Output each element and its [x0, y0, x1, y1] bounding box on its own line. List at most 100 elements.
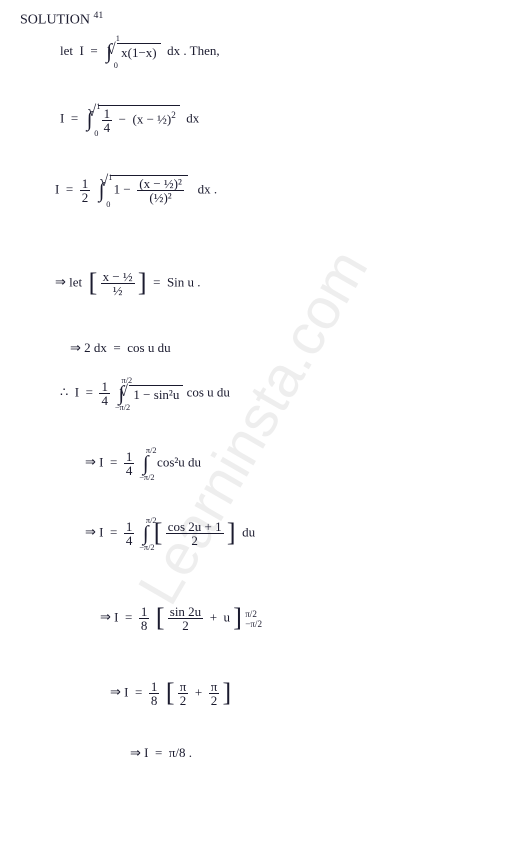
eq: = [135, 684, 142, 699]
dx: dx . [198, 181, 218, 196]
bracket-right-icon: ] [227, 523, 236, 544]
page: Learninsta.com SOLUTION 41 let I = ∫ 1 0… [0, 0, 506, 854]
implies-icon [85, 524, 99, 539]
bracket-left-icon: [ [156, 608, 165, 629]
step-3: I = 1 2 ∫ 1 0 1 − (x − ½)² (½)² dx . [55, 175, 217, 206]
den: 4 [102, 121, 113, 134]
implies-icon [110, 684, 124, 699]
rhs: Sin u . [167, 274, 201, 289]
integral-icon: ∫ π/2 −π/2 [143, 452, 149, 476]
bracket-left-icon: [ [166, 683, 175, 704]
one-minus: 1 − [114, 181, 131, 196]
int-lower: −π/2 [115, 403, 130, 412]
lhs: 2 dx [84, 340, 107, 355]
step-7: I = 1 4 ∫ π/2 −π/2 cos²u du [85, 450, 201, 477]
den: 8 [149, 694, 160, 707]
num: π [209, 680, 220, 694]
integral-icon: ∫ π/2 −π/2 [143, 522, 149, 546]
num: (x − ½)² [137, 177, 184, 191]
int-lower: −π/2 [139, 543, 154, 552]
bracket-right-icon: ] [223, 683, 232, 704]
implies-icon [85, 454, 99, 469]
int-lower: −π/2 [139, 473, 154, 482]
rhs: cos u du [127, 340, 170, 355]
eq: = [110, 524, 117, 539]
eq: = [90, 43, 97, 58]
step-1: let I = ∫ 1 0 x(1−x) dx . Then, [60, 40, 220, 64]
bracket-frac: cos 2u + 1 2 [166, 520, 224, 547]
den: 4 [99, 394, 110, 407]
header-number: 41 [94, 10, 104, 21]
num: 1 [139, 605, 150, 619]
lhs: I [114, 609, 118, 624]
num: sin 2u [168, 605, 203, 619]
lhs: I [99, 454, 103, 469]
bracket-left-icon: [ [154, 523, 163, 544]
step-2: I = ∫ 1 0 1 4 − (x − ½)2 dx [60, 105, 199, 134]
lead: let [60, 43, 73, 58]
den: (½)² [137, 191, 184, 204]
lhs: I [75, 384, 79, 399]
num: x − ½ [101, 270, 135, 284]
den: 2 [166, 534, 224, 547]
sqrt-icon: 1 − sin²u [129, 385, 183, 403]
num: 1 [149, 680, 160, 694]
eq: = [155, 745, 162, 760]
den: 2 [209, 694, 220, 707]
lhs: I [99, 524, 103, 539]
den: 2 [178, 694, 189, 707]
int-upper: 1 [116, 34, 120, 43]
bracket-left-icon: [ [89, 273, 98, 294]
eq: = [71, 110, 78, 125]
num: 1 [124, 450, 135, 464]
coef: 1 4 [124, 520, 135, 547]
coef: 1 4 [99, 380, 110, 407]
eq: = [86, 384, 93, 399]
rhs: π/8 . [169, 745, 192, 760]
implies-icon [70, 340, 84, 355]
plus: + [195, 684, 202, 699]
coef: 1 8 [149, 680, 160, 707]
tail: du [242, 524, 255, 539]
eq: = [125, 609, 132, 624]
eq: = [110, 454, 117, 469]
coef: 1 8 [139, 605, 150, 632]
den: 4 [124, 464, 135, 477]
sqrt-icon: x(1−x) [117, 43, 161, 61]
dx: dx [167, 43, 180, 58]
lhs: I [124, 684, 128, 699]
step-11: I = π/8 . [130, 745, 192, 761]
solution-header: SOLUTION 41 [20, 10, 103, 29]
sqrt-body: 1 4 − (x − ½)2 [98, 105, 180, 134]
sqrt-body: 1 − (x − ½)² (½)² [110, 175, 188, 206]
lead: let [69, 274, 82, 289]
step-9: I = 1 8 [ sin 2u 2 + u ] π/2 −π/2 [100, 605, 262, 632]
int-lower: 0 [114, 61, 118, 70]
step-4: let [ x − ½ ½ ] = Sin u . [55, 270, 201, 297]
implies-icon [55, 274, 69, 289]
frac-left: π 2 [178, 680, 189, 707]
plus: + [210, 609, 217, 624]
frac: 1 4 [102, 107, 113, 134]
step-6: ∴ I = 1 4 ∫ π/2 −π/2 1 − sin²u cos u du [60, 380, 230, 407]
dx: dx [186, 110, 199, 125]
sqrt-body: x(1−x) [117, 43, 161, 61]
lhs: I [80, 43, 84, 58]
paren: (x − ½) [132, 111, 171, 126]
lhs: I [55, 181, 59, 196]
eq: = [66, 181, 73, 196]
lead: ∴ [60, 384, 68, 399]
frac-left: sin 2u 2 [168, 605, 203, 632]
lhs: I [60, 110, 64, 125]
int-upper: π/2 [146, 446, 157, 455]
eq: = [153, 274, 160, 289]
num: cos 2u + 1 [166, 520, 224, 534]
coef: 1 4 [124, 450, 135, 477]
bracket-right-icon: ] [233, 608, 242, 629]
u-term: u [224, 609, 231, 624]
tail: cos u du [187, 384, 230, 399]
expr: cos²u du [157, 454, 201, 469]
big-frac: (x − ½)² (½)² [137, 177, 184, 204]
den: 4 [124, 534, 135, 547]
sqrt-body: 1 − sin²u [129, 385, 183, 403]
